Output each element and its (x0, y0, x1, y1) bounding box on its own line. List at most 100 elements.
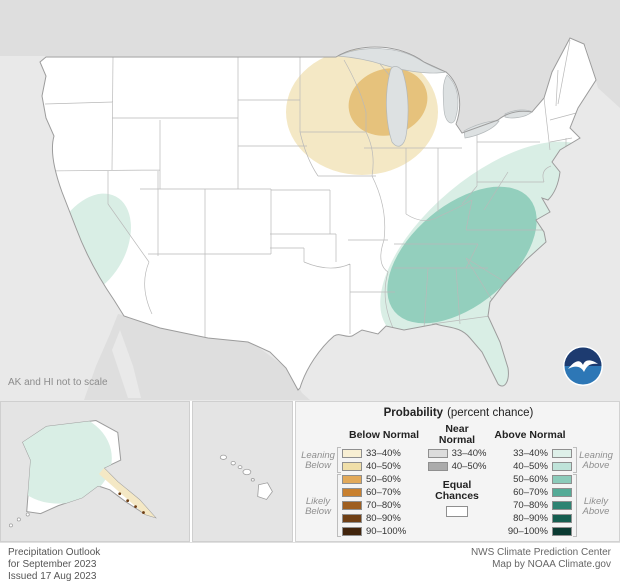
lake-huron (442, 74, 459, 124)
legend-title: Probability (percent chance) (300, 407, 617, 419)
island (237, 465, 243, 469)
bracket (337, 447, 341, 473)
noaa-seagull-icon (568, 360, 598, 372)
range-label: 33–40% (451, 447, 487, 459)
island-dot (8, 523, 13, 528)
range-label: 70–80% (366, 499, 401, 511)
below-normal-region-alaska-panhandle (98, 468, 156, 518)
hawaii-inset-map (192, 401, 293, 542)
range-label: 70–80% (513, 499, 548, 511)
legend-row: 90–100% (488, 525, 572, 537)
scale-note: AK and HI not to scale (8, 377, 108, 388)
footer-title: Precipitation Outlook (8, 547, 101, 558)
island (250, 478, 255, 482)
color-swatch (342, 461, 362, 471)
island-dot (126, 499, 130, 503)
footer-period: for September 2023 (8, 559, 97, 570)
range-label: 80–90% (366, 512, 401, 524)
color-swatch (342, 513, 362, 523)
legend-title-suffix: (percent chance) (447, 407, 534, 419)
above-normal-region-alaska (22, 420, 112, 504)
great-lakes (336, 48, 533, 147)
equal-chances-label: Equal Chances (435, 479, 479, 502)
range-label: 33–40% (513, 447, 548, 459)
legend-grid: Leaning Below Likely Below Below Normal … (300, 423, 617, 538)
canada-landmass (0, 0, 620, 132)
island-big (257, 482, 273, 500)
legend-row: 50–60% (488, 473, 572, 485)
alaska-inset-map (0, 401, 190, 542)
likely-above-label: Likely Above (582, 496, 610, 517)
color-swatch (342, 448, 362, 458)
legend-row: 40–50% (427, 460, 487, 472)
alaska-panhandle-islands (118, 492, 145, 514)
island (219, 454, 227, 460)
range-label: 40–50% (366, 460, 401, 472)
legend-row: 40–50% (488, 460, 572, 472)
legend-row: 60–70% (488, 486, 572, 498)
legend-side-labels-left: Leaning Below Likely Below (300, 423, 336, 517)
near-normal-header: Near Normal (438, 423, 476, 446)
color-swatch (552, 474, 572, 484)
color-swatch (427, 461, 448, 471)
range-label: 40–50% (451, 460, 487, 472)
color-swatch (342, 526, 362, 536)
legend-column-below-normal: Below Normal 33–40% 40–50% 50–60% 60–70%… (342, 423, 426, 538)
gulf-of-california (112, 330, 141, 398)
lake-erie (463, 120, 500, 139)
likely-below-label: Likely Below (305, 496, 331, 517)
range-label: 60–70% (513, 486, 548, 498)
range-label: 50–60% (513, 473, 548, 485)
legend-row: 70–80% (342, 499, 426, 511)
above-normal-region-southeast-core (387, 186, 537, 324)
above-normal-header: Above Normal (494, 428, 566, 441)
hawaii-svg (219, 454, 273, 500)
color-swatch (342, 487, 362, 497)
state-borders (41, 39, 581, 339)
island-dot (25, 512, 30, 517)
island (242, 468, 252, 476)
legend-row: 60–70% (342, 486, 426, 498)
legend-row: 33–40% (488, 447, 572, 459)
legend-row: 50–60% (342, 473, 426, 485)
range-label: 90–100% (366, 525, 407, 537)
color-swatch (552, 461, 572, 471)
bracket (337, 474, 341, 537)
us-map-svg (0, 0, 620, 400)
range-label: 50–60% (366, 473, 401, 485)
legend-row: 70–80% (488, 499, 572, 511)
island-dot (134, 505, 137, 509)
legend-row: 90–100% (342, 525, 426, 537)
legend-row: 80–90% (488, 512, 572, 524)
below-normal-header: Below Normal (348, 428, 419, 441)
color-swatch (552, 448, 572, 458)
color-swatch (427, 448, 448, 458)
color-swatch (552, 526, 572, 536)
legend-column-near-normal: Near Normal 33–40% 40–50% Equal Chances (426, 423, 488, 517)
range-label: 80–90% (513, 512, 548, 524)
island-dot (142, 511, 145, 514)
leaning-below-label: Leaning Below (301, 450, 335, 471)
island-dot (16, 517, 21, 522)
color-swatch (552, 500, 572, 510)
noaa-logo (561, 344, 605, 388)
legend-row: 33–40% (342, 447, 426, 459)
legend-title-bold: Probability (383, 407, 444, 419)
legend-row: 40–50% (342, 460, 426, 472)
conus-map: AK and HI not to scale (0, 0, 620, 400)
aleutian-islands (8, 512, 30, 528)
footer-right: NWS Climate Prediction Center Map by NOA… (471, 547, 611, 585)
alaska-svg (8, 420, 157, 528)
legend-brackets-left (336, 423, 342, 537)
color-swatch (342, 474, 362, 484)
bottom-row: Probability (percent chance) Leaning Belo… (0, 401, 620, 542)
footer-credit: NWS Climate Prediction Center (470, 547, 611, 558)
mexico-landmass (84, 314, 310, 400)
color-swatch (552, 487, 572, 497)
leaning-above-label: Leaning Above (579, 450, 613, 471)
island-dot (118, 492, 122, 496)
footer-left: Precipitation Outlook for September 2023… (8, 547, 100, 585)
range-label: 90–100% (507, 525, 548, 537)
legend-column-above-normal: Above Normal 33–40% 40–50% 50–60% 60–70%… (488, 423, 572, 538)
